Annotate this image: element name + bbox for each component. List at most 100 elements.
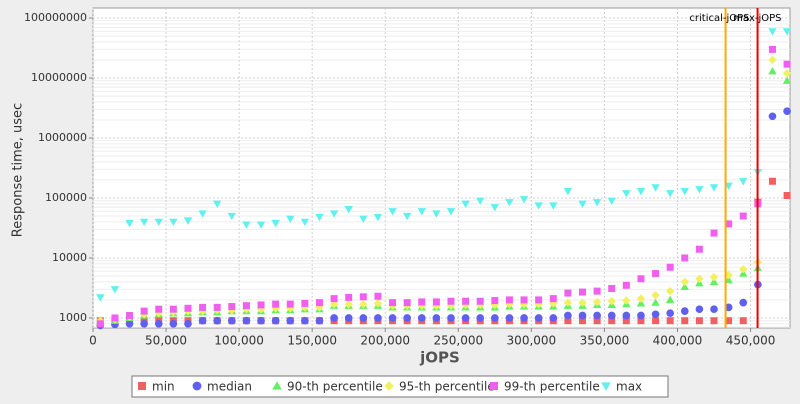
- legend-marker: [601, 382, 611, 391]
- x-tick-label: 200,000: [360, 334, 410, 348]
- point: [388, 208, 397, 216]
- point: [505, 314, 514, 322]
- point: [183, 217, 193, 225]
- point: [549, 202, 558, 210]
- point: [768, 177, 776, 185]
- point: [652, 317, 660, 325]
- point: [725, 220, 733, 228]
- legend-label: 95-th percentile: [399, 380, 495, 394]
- point: [651, 310, 660, 319]
- point: [402, 212, 412, 221]
- point: [505, 296, 513, 304]
- point: [446, 208, 456, 216]
- point: [198, 316, 207, 325]
- point: [695, 274, 704, 283]
- point: [242, 221, 251, 229]
- point: [709, 277, 719, 285]
- point: [154, 218, 163, 227]
- point: [593, 317, 601, 325]
- point: [666, 309, 675, 318]
- point: [563, 298, 573, 307]
- point: [329, 210, 339, 218]
- point: [417, 314, 426, 322]
- point: [227, 212, 237, 221]
- point: [739, 212, 747, 220]
- point: [564, 289, 572, 297]
- point: [783, 192, 791, 200]
- x-tick-label: 250,000: [433, 334, 483, 348]
- point: [592, 297, 602, 307]
- point: [184, 319, 192, 328]
- point: [125, 319, 134, 328]
- point: [535, 296, 543, 304]
- point: [665, 190, 675, 198]
- point: [359, 215, 368, 223]
- point: [622, 296, 631, 305]
- legend-label: max: [616, 380, 642, 394]
- point: [710, 229, 718, 237]
- x-tick-label: 0: [89, 334, 97, 348]
- y-tick-label: 10000000: [31, 71, 87, 84]
- point: [286, 316, 295, 325]
- point: [725, 317, 733, 325]
- point: [651, 298, 660, 306]
- point: [739, 178, 748, 186]
- point: [782, 69, 792, 78]
- x-tick-label: 450,000: [726, 334, 776, 348]
- point: [695, 317, 703, 325]
- point: [490, 204, 500, 212]
- point: [680, 282, 689, 291]
- point: [534, 202, 543, 210]
- point: [622, 311, 631, 320]
- point: [110, 286, 120, 294]
- point: [739, 317, 747, 325]
- point: [286, 215, 295, 223]
- point: [520, 296, 528, 304]
- point: [330, 314, 338, 322]
- point: [695, 305, 704, 314]
- point: [242, 316, 251, 325]
- point: [724, 303, 733, 312]
- legend-label: median: [207, 380, 252, 394]
- point: [111, 314, 119, 322]
- point: [257, 316, 265, 325]
- point: [578, 311, 587, 320]
- x-tick-label: 150,000: [287, 334, 337, 348]
- point: [607, 311, 616, 320]
- point: [622, 281, 630, 289]
- point: [154, 319, 163, 328]
- point: [491, 297, 499, 305]
- point: [271, 220, 280, 228]
- y-tick-label: 100000000: [24, 11, 87, 24]
- point: [462, 297, 470, 305]
- point: [695, 245, 703, 253]
- point: [461, 314, 470, 322]
- point: [636, 188, 646, 196]
- point: [301, 316, 309, 325]
- point: [652, 270, 660, 278]
- point: [607, 297, 616, 306]
- x-axis-label: jOPS: [419, 349, 460, 367]
- point: [608, 284, 616, 292]
- point: [140, 307, 148, 315]
- point: [768, 55, 777, 65]
- point: [126, 311, 134, 319]
- point: [665, 295, 675, 304]
- point: [301, 299, 309, 307]
- point: [432, 210, 441, 218]
- point: [783, 107, 791, 116]
- point: [636, 294, 646, 303]
- point: [520, 314, 528, 322]
- point: [651, 184, 660, 192]
- point: [359, 314, 368, 322]
- point: [476, 314, 485, 322]
- point: [389, 299, 397, 307]
- point: [768, 112, 777, 121]
- reference-label: max-jOPS: [733, 13, 781, 24]
- point: [549, 314, 558, 322]
- point: [418, 298, 426, 306]
- point: [461, 200, 470, 208]
- point: [227, 316, 236, 325]
- point: [636, 299, 646, 307]
- point: [476, 197, 485, 205]
